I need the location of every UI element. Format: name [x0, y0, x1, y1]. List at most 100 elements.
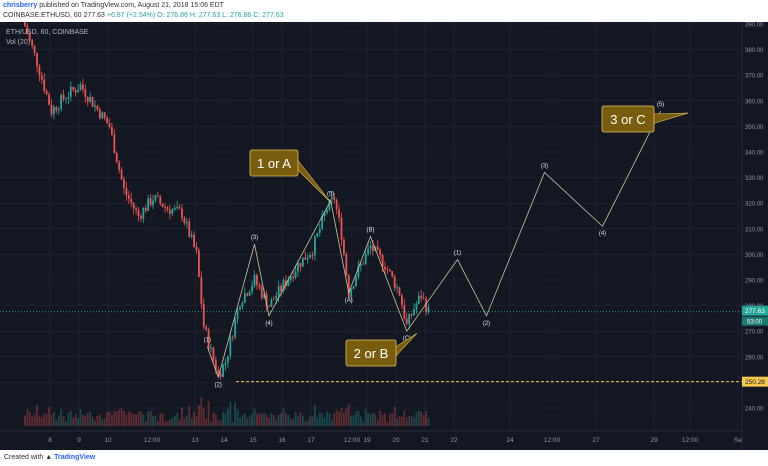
legend-symbol: ETH/USD, 60, COINBASE [6, 29, 89, 36]
volume-bar [69, 410, 72, 426]
time-tick-label: 10 [104, 437, 112, 444]
candle-body [183, 218, 186, 224]
volume-bar [282, 408, 285, 426]
chart-svg[interactable]: (1)(2)(3)(4)(5)(A)(B)(C)(1)(2)(3)(4)(5) … [0, 15, 768, 450]
volume-bar [234, 402, 237, 426]
created-with-label: Created with [4, 454, 44, 461]
volume-bar [96, 415, 99, 426]
volume-bar [123, 410, 125, 426]
candle-body [62, 94, 65, 100]
volume-bar [227, 408, 229, 426]
time-tick-label: 9 [77, 437, 81, 444]
volume-bar [55, 419, 58, 426]
wave-label: (3) [541, 163, 548, 169]
candle-body [422, 298, 425, 300]
publish-info: published on TradingView.com, August 21,… [39, 2, 224, 9]
candle-body [260, 287, 263, 298]
volume-bar [350, 415, 353, 426]
volume-bar [410, 415, 413, 426]
candle-body [26, 26, 29, 35]
volume-bar [328, 413, 331, 426]
callouts: 1 or A 2 or B 3 or C [249, 105, 689, 367]
candle-body [132, 202, 135, 209]
candle-body [53, 107, 55, 115]
volume-bar [224, 413, 227, 426]
volume-bar [314, 404, 316, 426]
candle-body [345, 253, 348, 275]
volume-bar [94, 420, 96, 426]
candle-body [166, 207, 169, 210]
volume-bar [236, 409, 239, 426]
time-axis[interactable]: 8 9 10 12:00 13 14 15 16 17 12:00 19 20 21 22 24 12:00 2… [0, 430, 742, 444]
volume-bar [40, 417, 43, 426]
candle-body [277, 285, 280, 297]
candle-body [263, 293, 266, 298]
candle-body [212, 347, 215, 360]
price-tick-label: 370.00 [745, 74, 764, 80]
candle-body [120, 169, 123, 180]
candle-body [316, 233, 319, 237]
volume-bar [270, 413, 273, 426]
volume-bar [217, 420, 220, 426]
tradingview-brand[interactable]: TradingView [54, 454, 96, 461]
candle-body [352, 286, 355, 289]
candle-body [270, 299, 273, 307]
volume-bar [115, 411, 118, 426]
chart-area[interactable]: (1) (2) (3) (4) (5) (A) (B) (C) (1) (2) (3) (4) (5) … [0, 15, 768, 450]
candle-body [82, 84, 84, 90]
wave-label: (4) [265, 321, 272, 327]
wave-count: (1) (2) (3) (4) (5) (A) (B) (C) (1) (2) (3) (4) (5) [204, 102, 664, 388]
volume-bar [323, 417, 326, 426]
candle-body [181, 208, 183, 219]
candle-body [333, 197, 336, 201]
author-name[interactable]: chrisberry [3, 2, 38, 9]
candle-body [328, 199, 331, 210]
volume-bar [243, 413, 246, 426]
candle-body [425, 298, 427, 313]
price-axis[interactable]: 390.00 380.00 370.00 360.00 350.00 340.00 330.… [741, 22, 768, 450]
volume-bar [188, 406, 191, 426]
candle-body [304, 257, 307, 260]
volume-bar [415, 412, 418, 426]
volume-bar [427, 418, 430, 426]
candle-body [340, 217, 343, 240]
candle-body [72, 86, 75, 90]
candle-body [384, 266, 386, 270]
candle-body [248, 291, 251, 296]
candle-body [149, 198, 152, 206]
volume-bar [202, 407, 205, 426]
candle-body [417, 295, 420, 304]
volume-bar [101, 419, 104, 426]
volume-bar [355, 411, 357, 426]
volume-bar [292, 419, 295, 426]
volume-bar [333, 413, 336, 426]
volume-bar [369, 413, 372, 426]
candle-body [106, 117, 108, 124]
volume-bar [161, 413, 164, 426]
countdown-label: 53:00 [747, 320, 763, 326]
volume-bar [144, 420, 147, 426]
volume-bar [408, 416, 411, 426]
candle-body [210, 347, 212, 349]
volume-bar [210, 421, 212, 426]
time-tick-label: 14 [220, 437, 228, 444]
candle-body [318, 228, 321, 234]
volume-bar [89, 411, 92, 426]
volume-bar [393, 406, 396, 426]
volume-bar [111, 414, 113, 426]
candle-body [193, 234, 195, 247]
volume-bar [304, 421, 307, 426]
current-price-label: 277.63 [745, 308, 765, 315]
candle-body [205, 326, 208, 330]
volume-bar [62, 416, 65, 426]
candle-body [202, 303, 205, 327]
time-tick-label: 13 [191, 437, 199, 444]
wave-label: (2) [483, 321, 490, 327]
candle-body [144, 207, 147, 211]
callout-box [345, 339, 397, 367]
callout-box [249, 149, 299, 177]
candle-body [96, 105, 99, 110]
time-tick-label: Se [734, 437, 742, 444]
volume-bar [405, 418, 408, 426]
price-tick-label: 350.00 [745, 125, 764, 131]
